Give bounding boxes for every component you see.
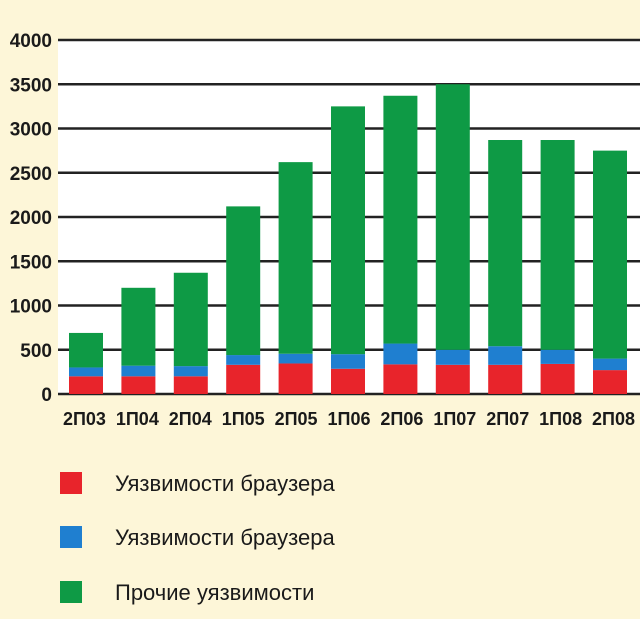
x-tick-label: 1П08 bbox=[539, 409, 582, 429]
bar-segment-1 bbox=[383, 364, 418, 394]
bar-segment-3 bbox=[593, 150, 627, 359]
x-tick-label: 2П07 bbox=[486, 409, 529, 429]
bar-segment-1 bbox=[331, 368, 365, 394]
y-tick-label: 0 bbox=[41, 385, 52, 406]
bars bbox=[69, 84, 627, 394]
bar-segment-3 bbox=[226, 206, 261, 356]
legend: Уязвимости браузера Уязвимости браузера Пр… bbox=[60, 471, 335, 605]
bar-segment-2 bbox=[121, 365, 156, 377]
bar-segment-3 bbox=[121, 287, 156, 366]
bar-segment-2 bbox=[226, 355, 261, 365]
legend-label: Уязвимости браузера bbox=[115, 471, 335, 496]
x-tick-label: 2П03 bbox=[63, 409, 106, 429]
x-tick-label: 2П05 bbox=[275, 409, 318, 429]
legend-swatch bbox=[60, 472, 82, 494]
bar-segment-1 bbox=[226, 364, 261, 394]
bar-segment-2 bbox=[593, 358, 627, 371]
bar-segment-1 bbox=[69, 376, 103, 394]
y-tick-label: 3500 bbox=[10, 75, 52, 96]
bar-segment-3 bbox=[69, 332, 103, 368]
y-tick-label: 2500 bbox=[10, 164, 52, 185]
bar-segment-2 bbox=[173, 366, 208, 377]
y-tick-label: 4000 bbox=[10, 31, 52, 52]
bar-segment-1 bbox=[593, 370, 627, 394]
x-tick-label: 1П07 bbox=[433, 409, 476, 429]
bar-segment-2 bbox=[383, 343, 418, 365]
bar-segment-2 bbox=[540, 349, 575, 364]
bar-segment-3 bbox=[331, 106, 365, 355]
legend-label: Уязвимости браузера bbox=[115, 525, 335, 550]
y-tick-label: 1000 bbox=[10, 297, 52, 318]
y-tick-label: 3000 bbox=[10, 120, 52, 141]
bar-segment-1 bbox=[540, 363, 575, 394]
bar-segment-2 bbox=[435, 349, 470, 365]
legend-label: Прочие уязвимости bbox=[115, 580, 314, 605]
bar-segment-1 bbox=[121, 376, 156, 394]
y-tick-label: 1500 bbox=[10, 252, 52, 273]
x-tick-label: 2П06 bbox=[380, 409, 423, 429]
x-axis-ticks: 2П03 1П04 2П04 1П05 2П05 1П06 2П06 1П07 2П07 1П08… bbox=[63, 409, 635, 429]
y-tick-label: 2000 bbox=[10, 208, 52, 229]
y-tick-label: 500 bbox=[20, 341, 52, 362]
bar-segment-3 bbox=[173, 272, 208, 367]
x-tick-label: 2П04 bbox=[169, 409, 212, 429]
legend-swatch bbox=[60, 526, 82, 548]
bar-segment-2 bbox=[278, 353, 313, 364]
x-tick-label: 1П06 bbox=[328, 409, 371, 429]
bar-segment-2 bbox=[331, 354, 365, 369]
x-tick-label: 1П05 bbox=[222, 409, 265, 429]
bar-segment-3 bbox=[435, 84, 470, 350]
bar-segment-3 bbox=[278, 162, 313, 354]
bar-segment-3 bbox=[488, 140, 523, 347]
y-axis-ticks: 0 500 1000 1500 2000 2500 3000 3500 4000 bbox=[10, 31, 52, 406]
x-tick-label: 1П04 bbox=[116, 409, 159, 429]
bar-segment-2 bbox=[69, 367, 103, 377]
bar-segment-1 bbox=[435, 364, 470, 394]
bar-segment-1 bbox=[173, 376, 208, 394]
bar-segment-2 bbox=[488, 346, 523, 365]
bar-segment-3 bbox=[383, 95, 418, 344]
bar-segment-1 bbox=[488, 364, 523, 394]
legend-swatch bbox=[60, 581, 82, 603]
bar-segment-3 bbox=[540, 140, 575, 350]
bar-segment-1 bbox=[278, 363, 313, 394]
x-tick-label: 2П08 bbox=[592, 409, 635, 429]
